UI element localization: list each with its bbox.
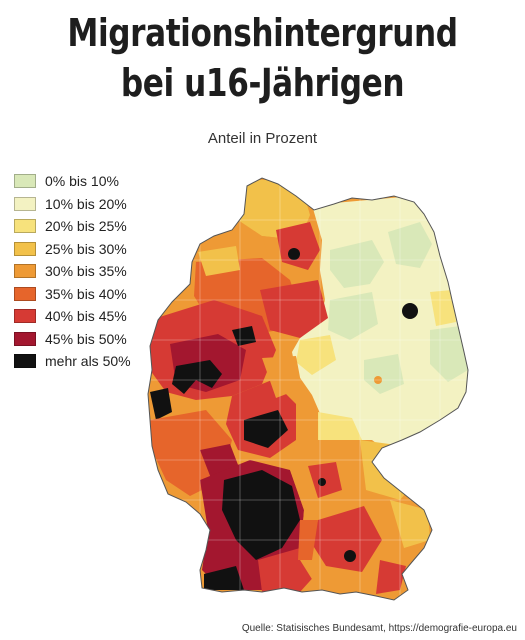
- region-north-sh: [238, 180, 310, 240]
- legend-item-25-30: 25% bis 30%: [14, 238, 131, 261]
- source-note: Quelle: Statisisches Bundesamt, https://…: [241, 623, 517, 634]
- legend-swatch: [14, 219, 36, 234]
- region-bielefeld: [232, 326, 256, 346]
- legend-item-20-25: 20% bis 25%: [14, 215, 131, 238]
- region-east-lightest-3: [328, 292, 378, 340]
- region-east-lightest-4: [430, 326, 468, 382]
- legend-label: 20% bis 25%: [45, 218, 127, 235]
- legend-label: 40% bis 45%: [45, 308, 127, 325]
- legend-item-10-20: 10% bis 20%: [14, 193, 131, 216]
- region-frankfurt: [244, 410, 288, 448]
- region-bavaria-red-se: [376, 560, 406, 594]
- legend-item-40-45: 40% bis 45%: [14, 305, 131, 328]
- region-east-yellow: [430, 290, 456, 326]
- region-east-lightest-1: [330, 240, 384, 288]
- region-lowersaxony-light: [198, 246, 240, 276]
- title-line-1: Migrationshintergrund: [67, 11, 458, 55]
- region-lowersaxony-red: [260, 280, 328, 338]
- region-berlin: [402, 303, 418, 319]
- legend-label: 25% bis 30%: [45, 240, 127, 257]
- legend-swatch: [14, 264, 36, 279]
- region-nuremberg-core: [318, 478, 326, 486]
- region-hamburg: [276, 222, 320, 270]
- region-ruhr: [172, 360, 222, 394]
- legend-label: 30% bis 35%: [45, 263, 127, 280]
- legend-item-over-50: mehr als 50%: [14, 350, 131, 373]
- legend-label: mehr als 50%: [45, 353, 131, 370]
- region-cologne: [150, 388, 172, 420]
- region-layer: [148, 178, 468, 600]
- region-east-lightest-2: [388, 222, 432, 268]
- legend: 0% bis 10% 10% bis 20% 20% bis 25% 25% b…: [14, 170, 131, 373]
- region-munich: [312, 506, 382, 572]
- legend-label: 10% bis 20%: [45, 195, 127, 212]
- region-east-orange: [374, 376, 382, 384]
- region-bavaria-yellow-2: [390, 500, 430, 548]
- legend-item-45-50: 45% bis 50%: [14, 328, 131, 351]
- legend-swatch: [14, 241, 36, 256]
- region-hesse-orange: [262, 356, 302, 398]
- legend-swatch: [14, 286, 36, 301]
- legend-swatch: [14, 331, 36, 346]
- region-east-yellow-2: [296, 335, 336, 375]
- region-east-lightest-5: [364, 354, 404, 394]
- legend-label: 45% bis 50%: [45, 330, 127, 347]
- title-line-2: bei u16-Jährigen: [120, 61, 405, 105]
- region-stuttgart: [222, 470, 300, 560]
- legend-swatch: [14, 354, 36, 369]
- region-hamburg-core: [288, 248, 300, 260]
- legend-item-30-35: 30% bis 35%: [14, 260, 131, 283]
- legend-label: 0% bis 10%: [45, 173, 119, 190]
- legend-swatch: [14, 174, 36, 189]
- region-bw-south: [204, 566, 244, 590]
- legend-item-0-10: 0% bis 10%: [14, 170, 131, 193]
- legend-item-35-40: 35% bis 40%: [14, 283, 131, 306]
- region-bavaria-red-sw: [298, 520, 318, 560]
- map-title: Migrationshintergrund bei u16-Jährigen: [47, 8, 478, 108]
- legend-swatch: [14, 309, 36, 324]
- map-subtitle: Anteil in Prozent: [207, 130, 318, 147]
- region-munich-core: [344, 550, 356, 562]
- legend-swatch: [14, 196, 36, 211]
- legend-label: 35% bis 40%: [45, 285, 127, 302]
